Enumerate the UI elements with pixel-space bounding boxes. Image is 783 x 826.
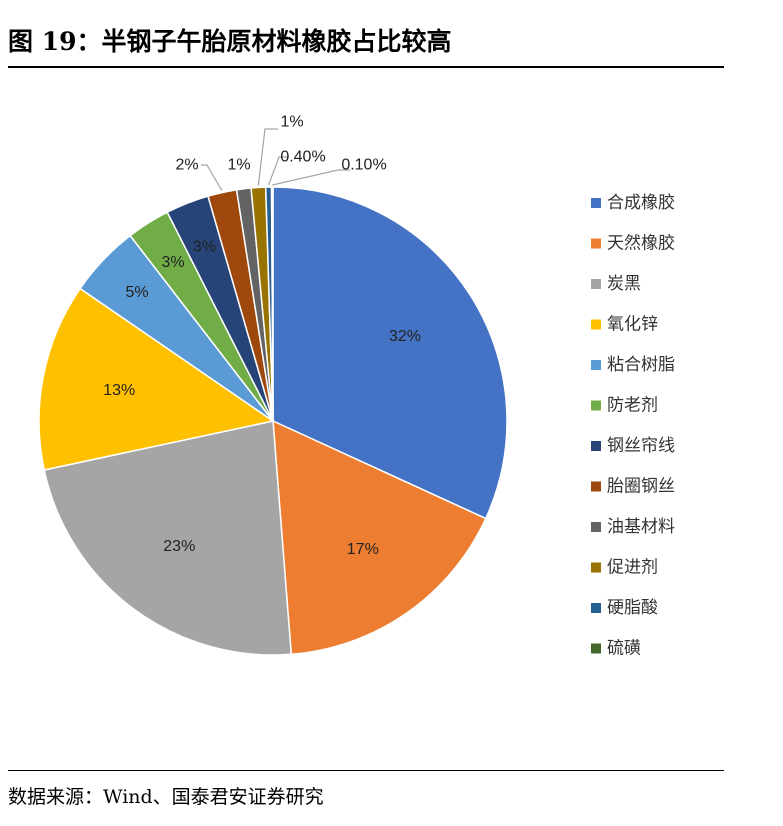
leader-line — [257, 128, 278, 186]
leader-lines — [201, 128, 350, 191]
slice-label: 23% — [163, 538, 195, 555]
slice-label: 3% — [162, 254, 185, 271]
legend-label: 硫磺 — [607, 639, 641, 659]
legend-swatch — [591, 400, 601, 411]
legend-swatch — [591, 441, 601, 451]
legend-label: 油基材料 — [607, 517, 675, 537]
legend-label: 炭黑 — [607, 274, 641, 294]
slice-label: 0.40% — [280, 149, 325, 166]
legend-swatch — [591, 360, 601, 370]
footer-rule — [8, 770, 724, 771]
slice-label: 3% — [193, 238, 216, 255]
legend-swatch — [591, 319, 601, 330]
pie-slices — [38, 186, 508, 656]
source-note: 数据来源：Wind、国泰君安证券研究 — [8, 786, 324, 808]
legend-label: 钢丝帘线 — [607, 436, 675, 456]
legend-label: 防老剂 — [607, 396, 658, 416]
figure-title: 图 19：半钢子午胎原材料橡胶占比较高 — [8, 27, 452, 56]
legend-swatch — [591, 603, 601, 613]
legend-swatch — [591, 198, 601, 208]
slice-label: 5% — [126, 284, 149, 301]
legend-swatch — [591, 522, 601, 532]
slice-label: 32% — [389, 328, 421, 345]
legend-label: 粘合树脂 — [607, 355, 675, 375]
slice-label: 2% — [175, 157, 198, 174]
leader-line — [201, 164, 223, 191]
legend-swatch — [591, 562, 601, 573]
legend-swatch — [591, 238, 601, 249]
pie-chart: 32% 17% 23% 13% 5% 3% 3% 2% 1% 1% 0.40% 0.10% 合成橡胶天… — [38, 114, 675, 659]
slice-label: 0.10% — [341, 157, 386, 174]
legend-label: 氧化锌 — [607, 315, 658, 335]
legend-label: 合成橡胶 — [607, 193, 675, 213]
legend-swatch — [591, 279, 601, 289]
pie-slice — [38, 287, 275, 471]
legend-label: 天然橡胶 — [607, 234, 675, 254]
legend-label: 促进剂 — [607, 558, 658, 578]
title-rule — [8, 66, 724, 68]
legend-label: 硬脂酸 — [607, 598, 658, 618]
slice-label: 1% — [227, 157, 250, 174]
slice-labels: 32% 17% 23% 13% 5% 3% 3% 2% 1% 1% 0.40% 0.10% — [103, 114, 421, 559]
pie-slice — [43, 420, 293, 656]
legend-swatch — [591, 481, 601, 492]
slice-label: 1% — [280, 114, 303, 131]
leader-line — [268, 156, 289, 186]
pie-slice — [272, 186, 508, 520]
pie-slice — [270, 186, 274, 422]
leader-line — [272, 169, 350, 186]
slice-label: 13% — [103, 382, 135, 399]
slice-label: 17% — [347, 541, 379, 558]
legend-label: 胎圈钢丝 — [607, 477, 675, 497]
pie-slice — [272, 419, 487, 656]
legend-swatch — [591, 643, 601, 654]
